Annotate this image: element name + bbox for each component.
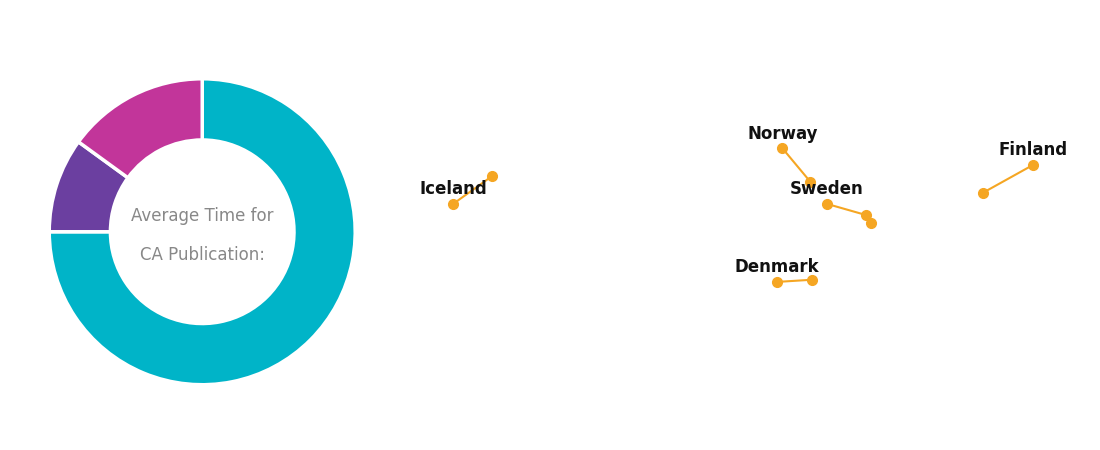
Text: CA Publication:: CA Publication: xyxy=(140,246,265,264)
Text: Finland: Finland xyxy=(999,141,1068,159)
Text: Denmark: Denmark xyxy=(735,258,820,276)
Text: Sweden: Sweden xyxy=(790,180,864,198)
Text: Norway: Norway xyxy=(747,125,817,143)
Wedge shape xyxy=(50,79,355,385)
Text: Iceland: Iceland xyxy=(419,180,487,198)
Wedge shape xyxy=(78,79,202,178)
Text: Average Time for: Average Time for xyxy=(131,207,274,225)
Wedge shape xyxy=(50,142,128,232)
